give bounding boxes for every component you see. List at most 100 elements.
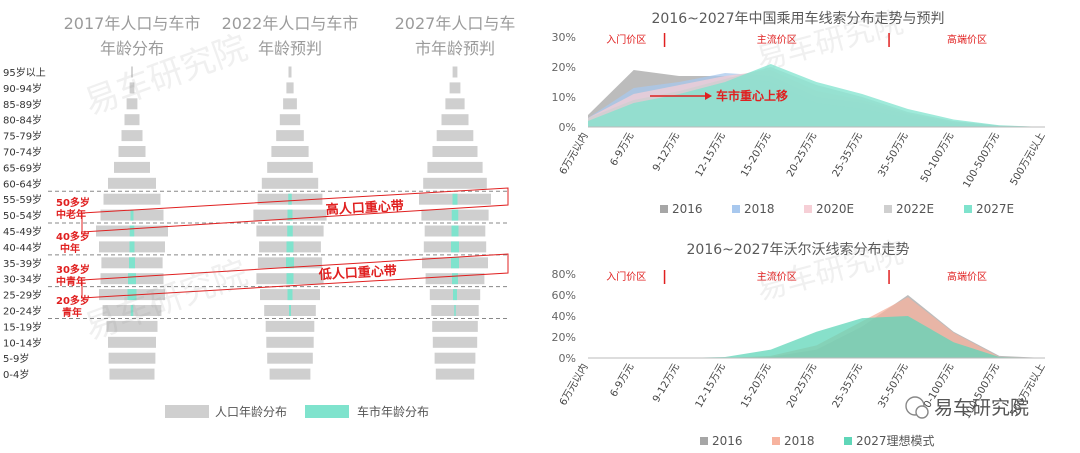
label-40s-line1: 40多岁 [56, 230, 90, 243]
x-tick-label: 15-20万元 [739, 131, 773, 179]
population-bar [124, 114, 140, 126]
population-bar [279, 114, 301, 126]
zone-label: 高端价区 [947, 270, 987, 283]
car-market-bar [452, 193, 458, 205]
label-40s-line2: 中年 [60, 242, 80, 255]
x-tick-label: 20-25万元 [785, 131, 819, 179]
population-bar [436, 130, 474, 142]
car-market-bar [286, 241, 294, 253]
population-bar [288, 66, 292, 78]
age-label: 45-49岁 [3, 225, 42, 238]
pyramid-title-2027-line1: 2027年人口与车 [395, 14, 516, 33]
series-area [588, 64, 1045, 127]
x-tick-label: 6万元以内 [556, 361, 590, 408]
age-label: 85-89岁 [3, 98, 42, 111]
car-market-bar [453, 289, 457, 301]
car-market-bar [128, 273, 136, 285]
zone-label: 入门价区 [606, 270, 646, 283]
population-bar [109, 368, 155, 380]
y-tick-label: 0% [559, 352, 576, 365]
car-market-bar [452, 273, 458, 285]
wechat-icon-small [915, 405, 929, 419]
population-bar [266, 336, 314, 348]
population-bar [286, 82, 294, 94]
legend-label: 2016 [672, 202, 703, 216]
y-tick-label: 20% [552, 331, 576, 344]
pyramid-title-2022-line1: 2022年人口与车市 [222, 14, 359, 33]
zone-label: 入门价区 [606, 33, 646, 46]
label-50s-line2: 中老年 [56, 208, 86, 221]
age-label: 65-69岁 [3, 161, 42, 174]
population-bar [445, 98, 465, 110]
population-bar [427, 161, 483, 173]
population-bar [283, 98, 297, 110]
x-tick-label: 500万元以上 [1008, 131, 1048, 188]
car-market-bar [451, 241, 459, 253]
population-bar [434, 352, 476, 364]
population-bar [126, 98, 138, 110]
legend-label: 2016 [712, 434, 743, 448]
x-tick-label: 35-50万元 [876, 131, 910, 179]
label-50s-line1: 50多岁 [56, 196, 90, 209]
x-tick-label: 12-15万元 [694, 362, 728, 410]
x-tick-label: 9-12万元 [651, 131, 682, 173]
high-population-band [81, 187, 509, 233]
legend-swatch [660, 205, 668, 213]
population-bar [449, 82, 461, 94]
legend-label: 2020E [816, 202, 854, 216]
legend-label: 2027E [976, 202, 1014, 216]
legend-swatch [804, 205, 812, 213]
legend-swatch [844, 437, 852, 445]
x-tick-label: 20-25万元 [785, 362, 819, 410]
population-bar [108, 336, 156, 348]
label-30s-line2: 中青年 [56, 275, 86, 288]
population-bar [271, 146, 309, 157]
legend-label-population: 人口年龄分布 [215, 405, 287, 419]
low-population-band-label: 低人口重心带 [317, 263, 397, 283]
population-bar [131, 66, 133, 78]
population-bar [269, 368, 311, 380]
legend-swatch [772, 437, 780, 445]
car-market-bar [289, 305, 291, 316]
population-bar [267, 161, 313, 173]
population-bar [441, 114, 469, 126]
car-market-bar [286, 273, 294, 285]
population-bar [118, 146, 146, 157]
age-label: 55-59岁 [3, 193, 42, 206]
car-market-bar [451, 257, 459, 269]
population-bar [452, 66, 458, 78]
legend-swatch [884, 205, 892, 213]
zone-label: 高端价区 [947, 33, 987, 46]
population-bar [121, 130, 143, 142]
legend-label: 2018 [784, 434, 815, 448]
age-label: 5-9岁 [3, 352, 29, 365]
car-market-bar [129, 241, 135, 253]
pyramid-legend: 人口年龄分布 车市年龄分布 [165, 404, 429, 419]
age-label: 25-29岁 [3, 289, 42, 302]
age-label: 90-94岁 [3, 82, 42, 95]
y-tick-label: 20% [552, 61, 576, 74]
x-tick-label: 50-100万元 [919, 131, 956, 184]
population-bar [114, 161, 150, 173]
car-market-bar [287, 209, 293, 221]
age-label: 70-74岁 [3, 146, 42, 159]
pyramid-titles: 2017年人口与车市 年龄分布 2022年人口与车市 年龄预判 2027年人口与… [64, 14, 516, 58]
population-bar [423, 177, 487, 189]
high-population-band-label: 高人口重心带 [325, 198, 404, 218]
annotation-arrow-head [705, 92, 712, 100]
population-bar [267, 352, 313, 364]
car-market-bar [287, 225, 293, 237]
pyramid-bars [96, 66, 491, 380]
pyramid-title-2022-line2: 年龄预判 [258, 39, 322, 58]
population-bar [435, 368, 475, 380]
legend-swatch-car-market [305, 405, 349, 418]
legend-swatch-population [165, 405, 209, 418]
low-population-band [81, 253, 509, 299]
car-market-bar [454, 305, 456, 316]
legend-label: 2027理想模式 [856, 433, 935, 448]
pyramid-title-2017-line1: 2017年人口与车市 [64, 14, 201, 33]
population-bar [129, 82, 135, 94]
series-area [588, 316, 1045, 358]
car-market-bar [451, 225, 459, 237]
